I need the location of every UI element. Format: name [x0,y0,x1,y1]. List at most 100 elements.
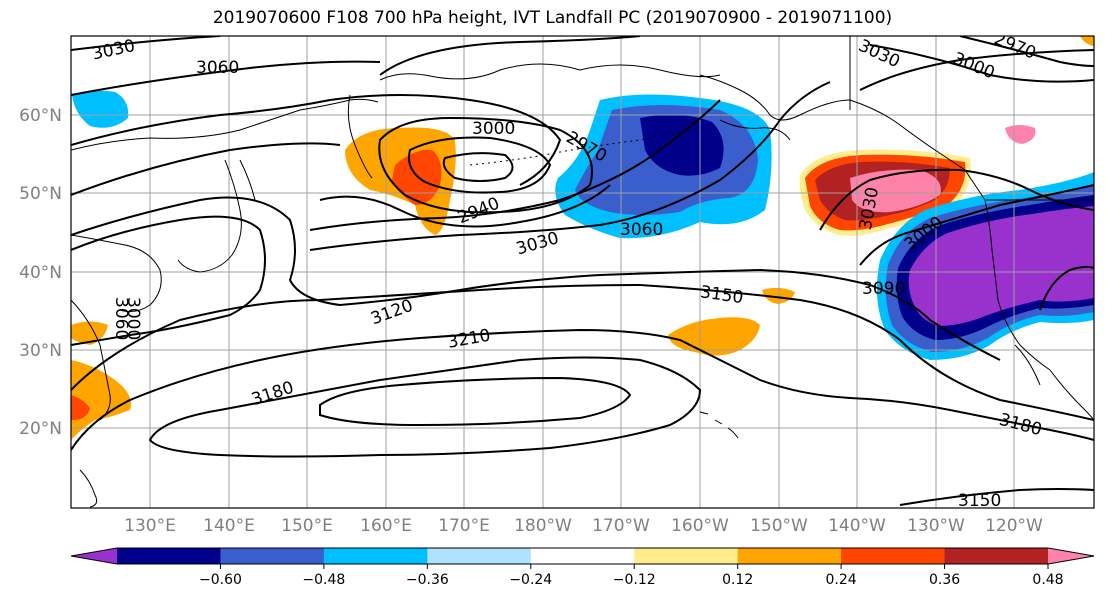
coast-arctic [379,63,721,81]
lat-label: 30°N [19,341,62,361]
contour-3210-inner [319,376,632,427]
contour-2990-north [379,36,641,76]
coast-japan [177,159,242,273]
coast-mexico [1049,369,1094,421]
coast-alaska [699,74,851,121]
contour-label: 3060 [196,58,239,78]
shade-orange-ne [1080,36,1094,46]
lat-label: 40°N [19,263,62,283]
coast-china [71,299,111,421]
coast-korea [71,234,162,313]
shade-red-sw [71,395,90,420]
lon-label: 150°E [281,516,333,536]
colorbar-segments [117,548,1049,564]
lon-label: 160°W [671,516,729,536]
colorbar-segment [220,548,325,564]
colorbar-segment [841,548,946,564]
contour-3120 [71,196,1001,361]
contour-label: 3000 [472,119,515,139]
contour-3060-east [1039,265,1094,311]
contour-2970-ne [959,36,1094,67]
contour-3030-nw [71,36,221,51]
map-title: 2019070600 F108 700 hPa height, IVT Land… [212,8,893,28]
colorbar-segment [117,548,221,564]
colorbar-tick-label: −0.12 [613,572,656,588]
lon-label: 130°W [907,516,965,536]
contour-3150 [71,283,1094,421]
contour-3150-se [899,488,1094,506]
shade-purple-ca [908,206,1094,326]
colorbar: −0.60 −0.48 −0.36 −0.24 −0.12 0.12 0.24 0.36 0.4… [70,547,1095,588]
coast-kamchatka [347,94,373,179]
coast-sakhalin [239,159,256,201]
lat-label: 60°N [19,106,62,126]
lon-label: 160°E [360,516,412,536]
shade-pink-ne [1005,125,1036,144]
coast-us-west [984,199,1051,371]
shade-orange-sw2 [71,321,108,345]
contour-3060-north [71,60,381,96]
coast-siberia [71,98,379,151]
colorbar-extend-low [71,548,117,564]
coast-bc [849,99,986,201]
lon-label: 170°W [592,516,650,536]
colorbar-tick-label: −0.60 [199,572,242,588]
contour-3090-west [71,215,266,346]
coast-alaska-south [719,119,791,141]
lon-label: 150°W [750,516,808,536]
coast-baja [1014,344,1041,386]
shade-navy-aleutian [640,114,724,176]
contour-3030-mid [309,99,721,231]
lon-label: 180°W [514,516,572,536]
contour-2970-mid [319,184,611,228]
colorbar-tick-label: 0.48 [1032,572,1063,588]
contour-label: 3000 [123,297,143,340]
lon-label: 130°E [124,516,176,536]
contour-3060-mid [309,81,831,251]
lon-label: 140°W [828,516,886,536]
coast-aleutians [469,129,701,166]
colorbar-tick-label: −0.48 [302,572,345,588]
shade-red-central [392,149,442,205]
contour-label: 3150 [958,491,1001,511]
contour-3210 [148,356,702,458]
contour-label: 3060 [620,220,663,240]
contour-low-3 [442,152,514,182]
lon-label: 120°W [985,516,1043,536]
contour-label: 3060 [111,297,131,340]
lat-label: 20°N [19,419,62,439]
longitude-labels: 130°E 140°E 150°E 160°E 170°E 180°W 170°… [124,516,1043,536]
contour-3180 [71,328,1094,451]
colorbar-segment [634,548,739,564]
coastlines [71,36,1094,508]
colorbar-tick-label: 0.12 [722,572,753,588]
colorbar-ticks: −0.60 −0.48 −0.36 −0.24 −0.12 0.12 0.24 0.36 0.4… [199,564,1064,588]
height-contours [71,36,1094,506]
shade-orange-sw [71,360,131,440]
latitude-labels: 60°N 50°N 40°N 30°N 20°N [19,106,62,439]
colorbar-segment [427,548,532,564]
contour-label: 3090 [862,279,905,299]
coast-philippines [79,469,98,508]
contour-3060-west [71,142,341,196]
lon-label: 170°E [438,516,490,536]
lon-label: 140°E [203,516,255,536]
shade-pink-bc [850,169,941,213]
colorbar-segment [737,548,842,564]
colorbar-tick-label: 0.36 [929,572,960,588]
contour-3000-ne [869,44,1094,83]
contour-low-2 [408,136,552,194]
coast-hawaii [699,411,739,439]
map-border [70,35,1095,509]
ivt-shading [71,36,1094,440]
colorbar-extend-high [1048,548,1094,564]
contour-3090-east [859,184,1094,266]
colorbar-segment [323,548,428,564]
contour-low-1 [378,116,593,214]
contour-3030-east [819,168,1094,231]
contour-3030-ne [859,49,1094,91]
colorbar-segment [530,548,635,564]
colorbar-tick-label: 0.24 [826,572,857,588]
shade-blue-nw [72,90,129,128]
